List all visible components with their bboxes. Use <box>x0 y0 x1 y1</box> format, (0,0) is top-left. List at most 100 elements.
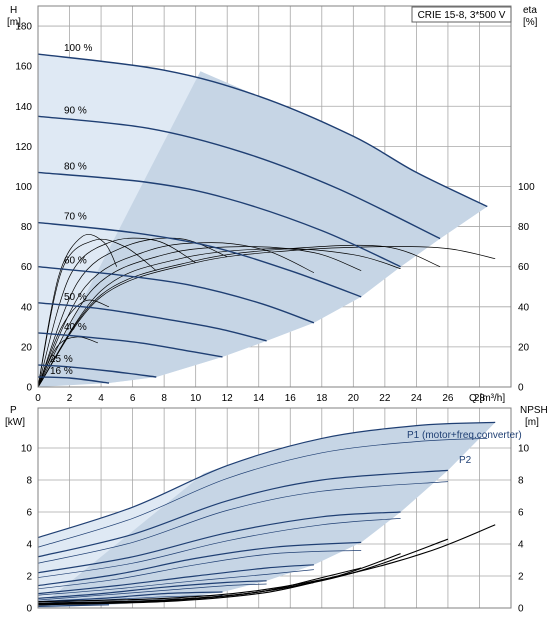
chart-title-box <box>411 6 512 23</box>
y-tick-label: 120 <box>15 142 32 153</box>
x-tick-label: 12 <box>222 393 234 404</box>
y-tick-label: 20 <box>21 342 33 353</box>
efficiency-curve <box>37 242 315 388</box>
x-tick-label: 14 <box>253 393 265 404</box>
x-tick-label: 10 <box>190 393 202 404</box>
p1-power-curve <box>37 541 362 587</box>
p1-power-curve <box>37 421 496 539</box>
y2-axis-unit-eta: [%] <box>523 17 538 28</box>
p1-power-curve <box>37 580 267 599</box>
x-tick-label: 22 <box>379 393 391 404</box>
y2-tick-label: 0 <box>518 383 524 394</box>
y-tick-label: 140 <box>15 102 32 113</box>
p2-power-curve <box>37 583 267 601</box>
y-tick-label: 40 <box>21 302 33 313</box>
p1-power-curve <box>37 564 314 595</box>
p-tick-label: 10 <box>21 444 33 455</box>
efficiency-curve <box>37 336 99 388</box>
p2-power-curve <box>37 569 314 596</box>
speed-label: 90 % <box>64 105 87 116</box>
head-plot-frame <box>37 5 512 388</box>
y2-tick-label: 80 <box>518 222 530 233</box>
npsh-tick-label: 2 <box>518 572 524 583</box>
y2-axis-label-npsh: NPSH <box>520 405 548 416</box>
y-axis-unit-h: [m] <box>7 17 21 28</box>
npsh-tick-label: 10 <box>518 444 530 455</box>
speed-label: 70 % <box>64 212 87 223</box>
efficiency-curve <box>37 234 118 388</box>
x-tick-label: 4 <box>98 393 104 404</box>
y2-axis-unit-npsh: [m] <box>525 417 539 428</box>
head-curve-80pct <box>37 171 401 268</box>
y2-axis-label-eta: eta <box>523 5 537 16</box>
efficiency-curve <box>37 237 196 388</box>
head-curve-50pct <box>37 302 267 342</box>
annotation-p2: P2 <box>459 455 472 466</box>
head-curve-40pct <box>37 332 223 358</box>
p1-power-curve <box>37 604 110 607</box>
speed-label: 80 % <box>64 161 87 172</box>
efficiency-curve <box>37 238 157 388</box>
efficiency-curve <box>37 246 362 388</box>
npsh-tick-label: 8 <box>518 476 524 487</box>
y-tick-label: 0 <box>26 383 32 394</box>
y-tick-label: 60 <box>21 262 33 273</box>
speed-label: 40 % <box>64 322 87 333</box>
y2-tick-label: 40 <box>518 302 530 313</box>
p-tick-label: 4 <box>26 540 32 551</box>
head-efficiency-plot: 100 %90 %80 %70 %60 %50 %40 %25 %16 %020… <box>15 5 535 404</box>
x-tick-label: 8 <box>161 393 167 404</box>
efficiency-curve <box>37 237 228 388</box>
y-axis-label-h: H <box>10 5 17 16</box>
npsh-tick-label: 6 <box>518 508 524 519</box>
p2-power-curve <box>37 594 223 604</box>
speed-label: 60 % <box>64 256 87 267</box>
head-recommended-region <box>38 71 488 387</box>
npsh-tick-label: 4 <box>518 540 524 551</box>
p-tick-label: 6 <box>26 508 32 519</box>
efficiency-curve <box>37 248 401 388</box>
p1-power-curve <box>37 511 401 574</box>
head-curve-25pct <box>37 364 157 378</box>
power-recommended-region <box>38 422 496 608</box>
speed-label: 25 % <box>50 354 73 365</box>
p-tick-label: 8 <box>26 476 32 487</box>
x-tick-label: 24 <box>411 393 423 404</box>
p1-power-curve <box>37 469 448 558</box>
p2-power-curve <box>37 518 401 578</box>
p2-power-curve <box>37 550 362 590</box>
x-tick-label: 26 <box>442 393 454 404</box>
y2-tick-label: 60 <box>518 262 530 273</box>
x-tick-label: 28 <box>474 393 486 404</box>
x-tick-label: 20 <box>348 393 360 404</box>
x-tick-label: 2 <box>67 393 73 404</box>
y-axis-label-p: P <box>10 405 17 416</box>
y-axis-unit-p: [kW] <box>5 417 25 428</box>
p2-power-curve <box>37 481 448 564</box>
npsh-tick-label: 0 <box>518 604 524 615</box>
p2-power-curve <box>37 438 488 548</box>
npsh-curve <box>37 581 315 606</box>
x-tick-label: 6 <box>130 393 136 404</box>
power-plot-frame <box>37 407 512 609</box>
p-tick-label: 2 <box>26 572 32 583</box>
p1-power-curve <box>37 591 223 603</box>
efficiency-curve <box>37 299 110 388</box>
y2-tick-label: 100 <box>518 182 535 193</box>
head-curve-70pct <box>37 221 362 298</box>
y-tick-label: 180 <box>15 22 32 33</box>
chart-title: CRIE 15-8, 3*500 V <box>418 10 506 21</box>
x-tick-label: 16 <box>285 393 297 404</box>
head-curve-100pct <box>37 53 488 208</box>
head-curve-90pct <box>37 115 441 240</box>
p-tick-label: 0 <box>26 604 32 615</box>
y-tick-label: 80 <box>21 222 33 233</box>
head-curve-16pct <box>37 376 110 384</box>
x-axis-label-q: Q [m³/h] <box>469 393 505 404</box>
power-npsh-plot: 0 2 4 6 8 10 0 2 4 6 8 10 <box>21 407 530 615</box>
annotation-p1: P1 (motor+freq.converter) <box>407 430 522 441</box>
y-tick-label: 160 <box>15 62 32 73</box>
y-tick-label: 100 <box>15 182 32 193</box>
